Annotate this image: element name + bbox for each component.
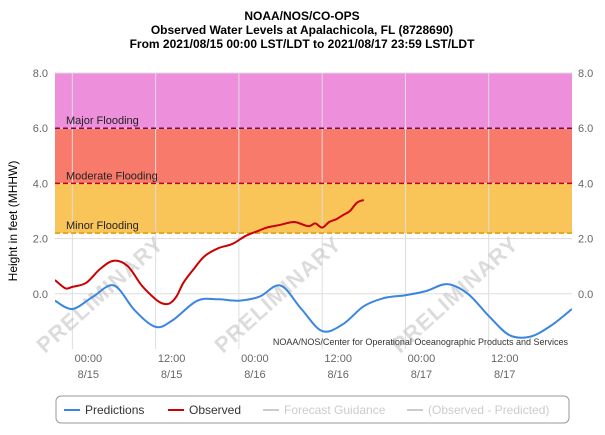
zone-moderate-flooding — [55, 128, 572, 184]
chart-title-line-2: Observed Water Levels at Apalachicola, F… — [151, 23, 453, 37]
y-tick-label-right-3: 2.0 — [578, 234, 593, 246]
y-tick-label-right-2: 4.0 — [578, 178, 593, 190]
y-tick-label-right-4: 0.0 — [578, 289, 593, 301]
x-tick-time-0: 00:00 — [75, 353, 103, 365]
y-tick-label-left-3: 2.0 — [33, 234, 48, 246]
legend: Predictions Observed Forecast Guidance (Obs… — [55, 395, 570, 424]
data-series — [55, 199, 572, 339]
predictions-line — [55, 283, 572, 339]
legend-label-forecast-guidance: Forecast Guidance — [284, 403, 386, 417]
flood-zones — [55, 73, 572, 349]
legend-item-forecast-guidance[interactable]: Forecast Guidance — [263, 403, 386, 417]
y-tick-label-left-0: 8.0 — [33, 68, 48, 80]
y-axis-title: Height in feet (MHHW) — [6, 161, 20, 282]
legend-label-observed: Observed — [189, 403, 241, 417]
legend-label-predictions: Predictions — [85, 403, 144, 417]
x-tick-date-5: 8/17 — [494, 369, 515, 381]
x-tick-time-3: 12:00 — [324, 353, 352, 365]
x-tick-date-2: 8/16 — [244, 369, 265, 381]
x-tick-date-3: 8/16 — [327, 369, 348, 381]
y-tick-label-left-2: 4.0 — [33, 178, 48, 190]
legend-label-observed-predicted: (Observed - Predicted) — [428, 403, 549, 417]
threshold-lines: Major Flooding Moderate Flooding Minor Flo… — [55, 115, 572, 234]
y-tick-label-left-1: 6.0 — [33, 123, 48, 135]
legend-box — [55, 395, 570, 424]
major-flooding-label: Major Flooding — [66, 115, 139, 127]
y-tick-label-left-4: 0.0 — [33, 289, 48, 301]
legend-item-predictions[interactable]: Predictions — [64, 403, 144, 417]
y-tick-label-right-1: 6.0 — [578, 123, 593, 135]
x-tick-time-4: 00:00 — [408, 353, 436, 365]
axes: 8.0 8.0 6.0 6.0 4.0 4.0 2.0 2.0 0.0 0.0 00:00 8/15 1… — [6, 68, 593, 381]
y-tick-label-right-0: 8.0 — [578, 68, 593, 80]
x-tick-date-4: 8/17 — [411, 369, 432, 381]
chart-title-line-3: From 2021/08/15 00:00 LST/LDT to 2021/08… — [130, 37, 475, 51]
legend-item-observed-predicted[interactable]: (Observed - Predicted) — [407, 403, 549, 417]
legend-item-observed[interactable]: Observed — [168, 403, 241, 417]
x-tick-time-1: 12:00 — [158, 353, 186, 365]
credit-text: NOAA/NOS/Center for Operational Oceanogr… — [273, 337, 569, 347]
x-tick-time-5: 12:00 — [491, 353, 519, 365]
x-tick-time-2: 00:00 — [241, 353, 269, 365]
zone-major-flooding — [55, 73, 572, 129]
x-tick-date-0: 8/15 — [78, 369, 99, 381]
observed-line — [55, 199, 365, 306]
minor-flooding-label: Minor Flooding — [66, 220, 139, 232]
moderate-flooding-label: Moderate Flooding — [66, 170, 158, 182]
chart-title-line-1: NOAA/NOS/CO-OPS — [244, 9, 359, 23]
x-tick-date-1: 8/15 — [161, 369, 182, 381]
